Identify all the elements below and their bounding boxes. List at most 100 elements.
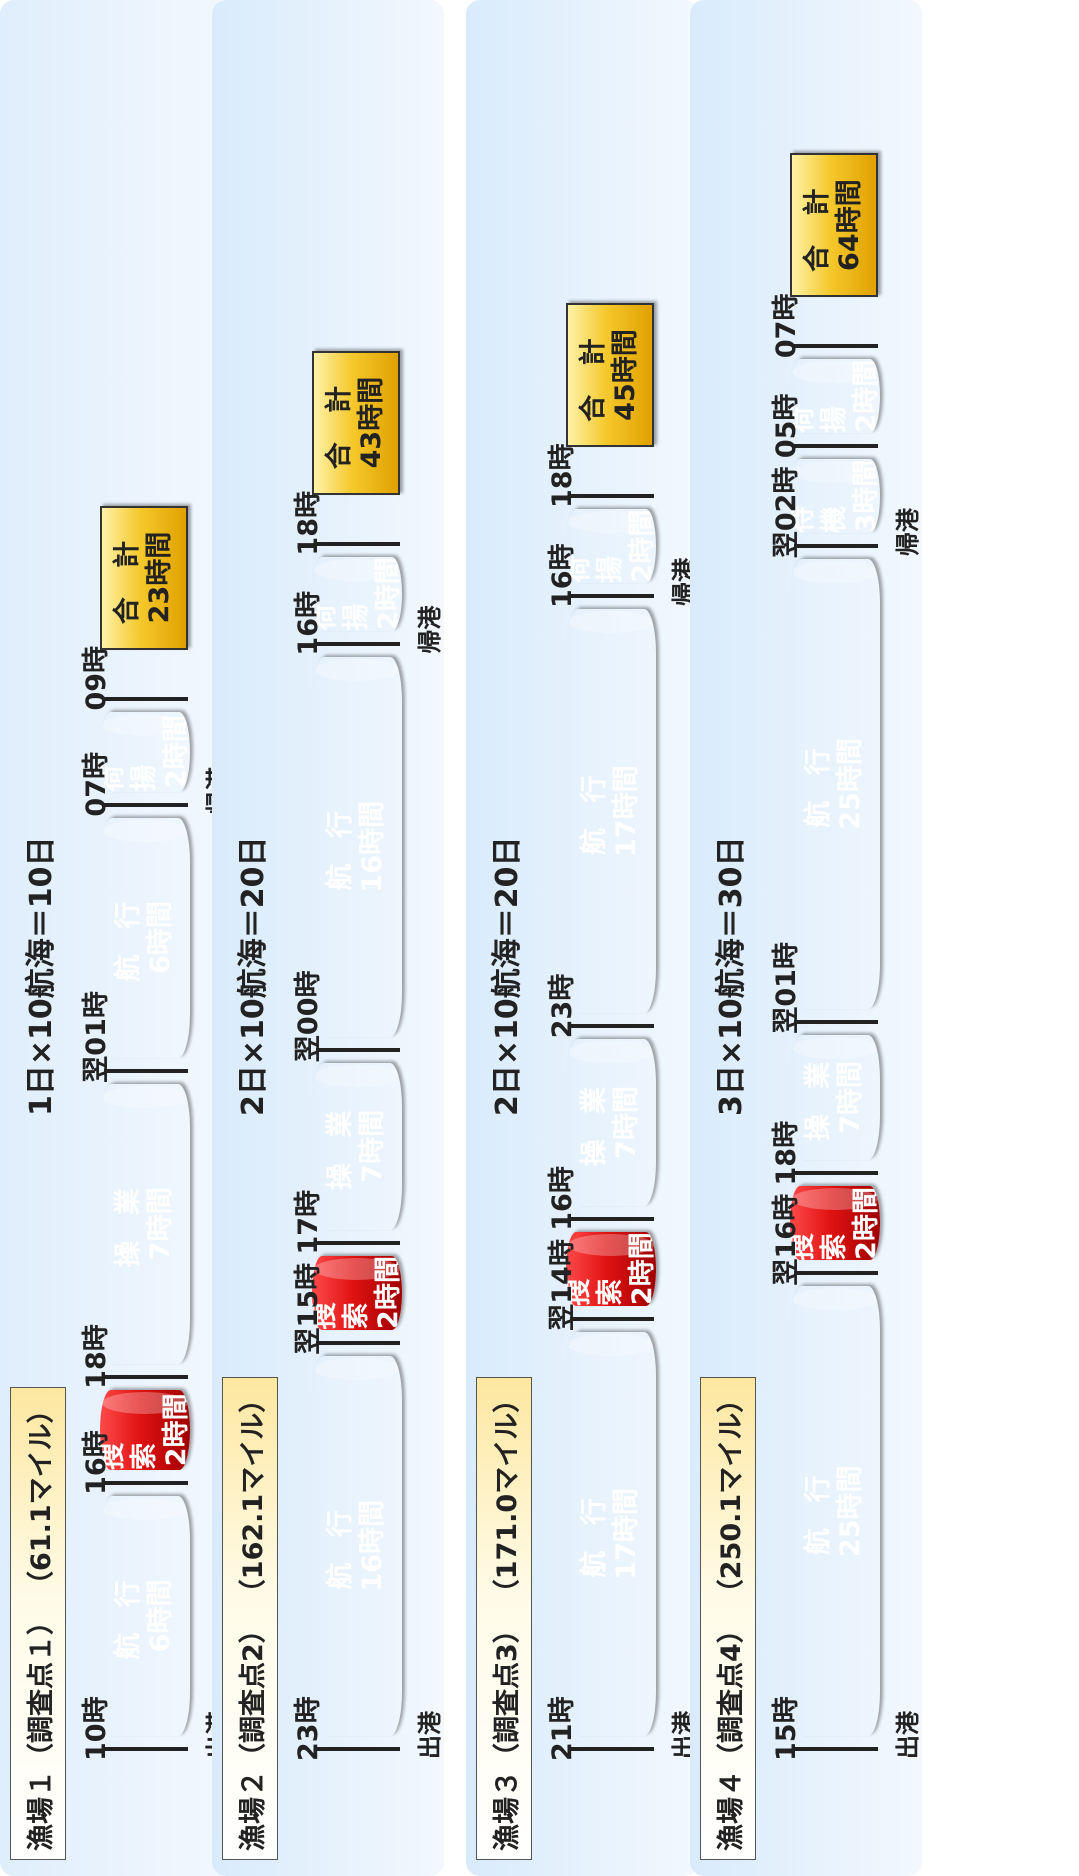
segment-cap [792, 1036, 878, 1059]
time-tick [316, 641, 400, 646]
time-label: 翌01時 [771, 942, 802, 1034]
ground-name: 漁場２ [237, 1770, 269, 1851]
segment-duration: 7時間 [611, 1086, 642, 1159]
time-tick [570, 1316, 654, 1321]
segment-name: 航 行 [325, 803, 356, 891]
time-label: 09時 [81, 645, 112, 711]
segment-name: 操 業 [325, 1102, 356, 1191]
segment-search: 捜 索 2時間 [566, 1231, 656, 1306]
segment-navigation: 航 行 17時間 [566, 1332, 656, 1736]
ground-label: 漁場２ （調査点2） （162.1マイル） [222, 1376, 278, 1860]
segment-search: 捜 索 2時間 [100, 1389, 190, 1470]
time-label: 23時 [547, 973, 578, 1039]
segment-cap [314, 658, 400, 681]
ground-name: 漁場３ [491, 1770, 523, 1851]
fishing-ground-band-1: 漁場１ （調査点１） （61.1マイル） 1日×10航海＝10日航 行 6時間捜 索 2時… [0, 0, 232, 1876]
ground-name: 漁場１ [25, 1770, 57, 1851]
survey-point: （調査点3） [491, 1616, 523, 1770]
depart-label: 出港 [416, 1711, 444, 1759]
time-tick [794, 444, 878, 449]
total-box: 合 計 45時間 [566, 303, 654, 448]
time-tick [316, 541, 400, 546]
time-tick [794, 1271, 878, 1276]
time-tick [104, 1747, 188, 1751]
segment-duration: 6時間 [145, 1579, 176, 1653]
segment-operation: 操 業 7時間 [312, 1063, 402, 1229]
segment-cap [102, 1085, 188, 1108]
segment-cap [792, 561, 878, 584]
time-tick [316, 1240, 400, 1245]
fishing-ground-band-4: 漁場４ （調査点4） （250.1マイル） 3日×10航海＝30日航 行 25時間捜 索… [690, 0, 922, 1876]
segment-name: 航 行 [803, 1467, 834, 1555]
segment-duration: 7時間 [145, 1187, 176, 1261]
segment-duration: 7時間 [357, 1109, 388, 1183]
timeline-2: 漁場２ （調査点2） （162.1マイル） 2日×10航海＝20日航 行 16時間捜 索… [212, 0, 444, 1876]
time-label: 16時 [547, 1166, 578, 1231]
time-label: 18時 [771, 1120, 802, 1186]
time-label: 翌16時 [771, 1193, 802, 1286]
time-tick [794, 1747, 878, 1751]
distance: （250.1マイル） [715, 1385, 747, 1607]
total-label: 合 計 [112, 530, 143, 625]
segment-cap [568, 1333, 654, 1356]
time-label: 翌00時 [293, 970, 324, 1063]
segment-operation: 操 業 7時間 [790, 1035, 880, 1161]
segment-name: 航 行 [325, 1502, 356, 1590]
time-label: 16時 [81, 1430, 112, 1495]
segment-name: 航 行 [113, 893, 144, 982]
distance: （61.1マイル） [25, 1396, 57, 1598]
segment-unloading: 荷 揚 2時間 [100, 712, 190, 792]
segment-duration: 17時間 [611, 1488, 642, 1580]
segment-duration: 6時間 [145, 901, 176, 975]
segment-cap [102, 713, 188, 736]
return-label: 帰港 [894, 508, 922, 557]
segment-standby: 待 機 3時間 [790, 459, 880, 533]
fishing-ground-band-2: 漁場２ （調査点2） （162.1マイル） 2日×10航海＝20日航 行 16時間捜 索… [212, 0, 444, 1876]
segment-cap [314, 1357, 400, 1380]
time-tick [104, 1480, 188, 1485]
segment-duration: 16時間 [357, 801, 388, 893]
time-tick [316, 1747, 400, 1751]
voyage-formula: 3日×10航海＝30日 [714, 836, 749, 1116]
total-label: 合 計 [802, 178, 833, 272]
timeline-4: 漁場４ （調査点4） （250.1マイル） 3日×10航海＝30日航 行 25時間捜 索… [690, 0, 922, 1876]
segment-navigation: 航 行 6時間 [100, 818, 190, 1058]
voyage-formula: 1日×10航海＝10日 [24, 836, 59, 1116]
time-label: 翌02時 [771, 466, 802, 559]
time-tick [570, 594, 654, 599]
total-label: 合 計 [578, 328, 609, 422]
time-label: 翌14時 [547, 1239, 578, 1331]
segment-cap [568, 511, 654, 534]
time-tick [794, 1171, 878, 1176]
segment-navigation: 航 行 16時間 [312, 657, 402, 1037]
time-label: 18時 [547, 443, 578, 509]
fishing-ground-band-3: 漁場３ （調査点3） （171.0マイル） 2日×10航海＝20日航 行 17時間捜 索… [466, 0, 698, 1876]
segment-cap [568, 1041, 654, 1064]
segment-name: 航 行 [803, 740, 834, 828]
survey-point: （調査点2） [237, 1616, 269, 1770]
segment-navigation: 航 行 25時間 [790, 559, 880, 1009]
total-value: 64時間 [834, 179, 865, 271]
survey-point: （調査点１） [25, 1608, 57, 1770]
segment-name: 航 行 [579, 767, 610, 855]
segment-operation: 操 業 7時間 [100, 1084, 190, 1364]
segment-cap [314, 1257, 400, 1280]
segment-duration: 17時間 [611, 765, 642, 857]
distance: （171.0マイル） [491, 1385, 523, 1607]
time-tick [570, 1747, 654, 1751]
segment-duration: 16時間 [357, 1499, 388, 1592]
segment-name: 操 業 [579, 1078, 610, 1167]
time-tick [316, 1340, 400, 1345]
segment-navigation: 航 行 16時間 [312, 1356, 402, 1736]
segment-name: 航 行 [579, 1490, 610, 1578]
time-tick [316, 1048, 400, 1053]
time-tick [570, 1216, 654, 1221]
time-tick [104, 1068, 188, 1073]
time-tick [570, 1024, 654, 1029]
segment-name: 操 業 [113, 1180, 144, 1268]
total-box: 合 計 64時間 [790, 153, 878, 298]
time-tick [794, 544, 878, 549]
segment-operation: 操 業 7時間 [566, 1039, 656, 1205]
time-label: 15時 [771, 1696, 802, 1761]
